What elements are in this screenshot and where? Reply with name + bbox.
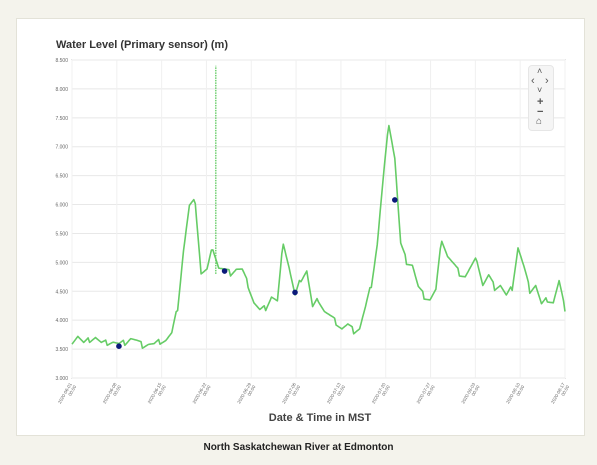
zoom-out-icon[interactable]: − [537,106,544,118]
water-level-series-line [71,124,566,349]
data-point-marker [391,197,398,203]
x-tick-time: 00:00 [247,384,257,397]
x-tick-time: 00:00 [426,384,436,397]
figure-caption: North Saskatchewan River at Edmonton [203,442,394,453]
pan-right-icon[interactable]: › [545,75,549,87]
pan-down-icon[interactable]: ˅ [537,85,543,95]
y-tick-label: 5.000 [55,260,68,266]
y-tick-label: 3.500 [55,347,68,353]
x-tick-time: 00:00 [336,384,346,397]
chart-nav-panel: ˄ ‹ › ˅ + − ⌂ [528,65,554,131]
pan-left-icon[interactable]: ‹ [531,75,535,87]
y-tick-label: 4.000 [55,318,68,324]
plot-frame [71,59,566,379]
x-tick-time: 00:00 [291,384,301,397]
x-tick-time: 00:00 [67,384,77,397]
pan-up-icon[interactable]: ˄ [537,66,543,76]
x-tick-time: 00:00 [471,384,481,397]
x-tick-time: 00:00 [202,384,212,397]
data-point-marker [221,268,228,274]
y-tick-label: 5.500 [55,231,68,237]
data-point-marker [116,343,122,350]
y-tick-label: 4.500 [55,289,68,295]
x-tick-time: 00:00 [112,384,122,397]
y-tick-label: 8.000 [55,87,68,93]
x-tick-time: 00:00 [560,384,570,397]
x-tick-time: 00:00 [381,384,391,397]
data-point-marker [292,289,298,296]
y-tick-label: 3.000 [55,376,68,382]
zoom-in-icon[interactable]: + [537,96,544,108]
y-tick-label: 8.500 [55,58,68,64]
chart-card [16,18,585,436]
x-tick-time: 00:00 [515,384,525,397]
chart-title: Water Level (Primary sensor) (m) [56,39,228,51]
y-tick-label: 6.500 [55,174,68,180]
x-tick-time: 00:00 [157,384,167,397]
home-icon[interactable]: ⌂ [536,116,543,127]
x-axis-label: Date & Time in MST [268,412,372,424]
y-tick-label: 6.000 [55,203,68,209]
y-tick-label: 7.000 [55,145,68,151]
y-tick-label: 7.500 [55,116,68,122]
